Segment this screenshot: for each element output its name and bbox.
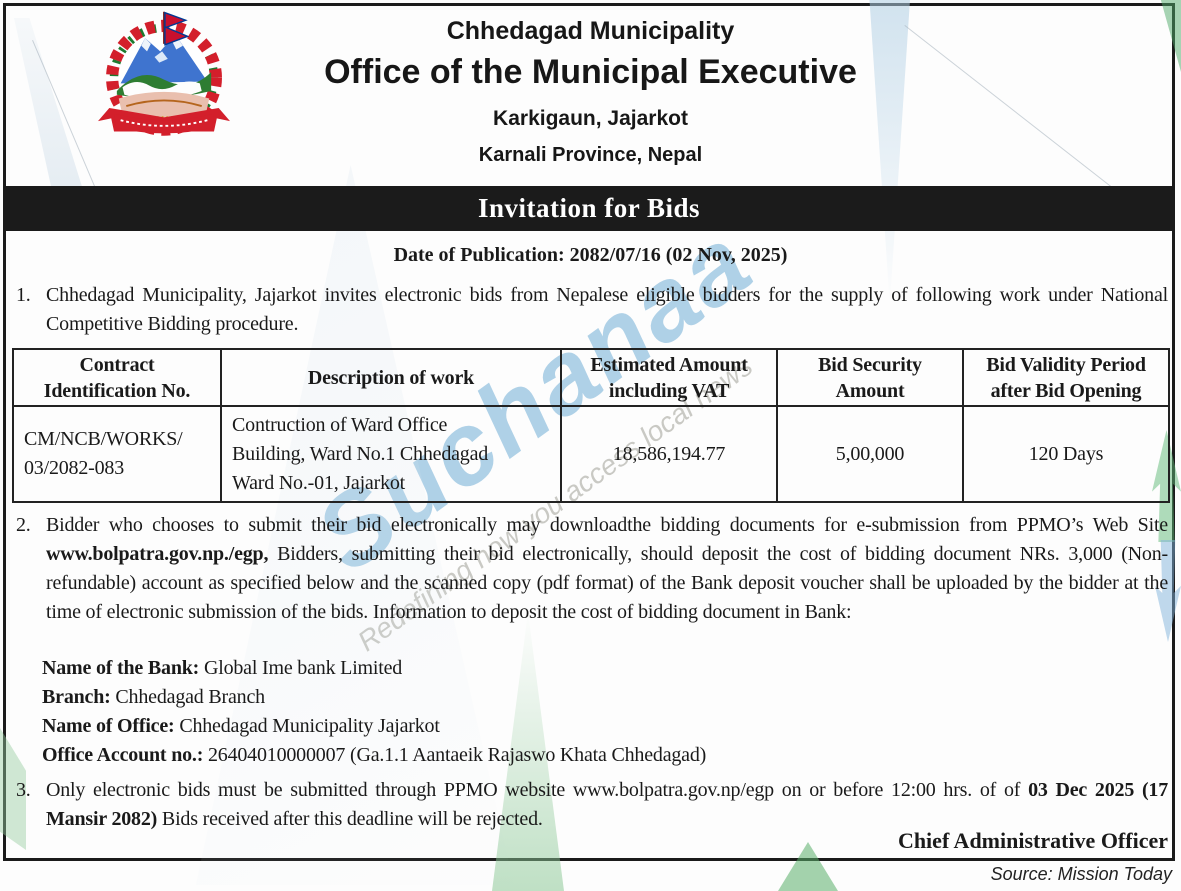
address-line-1: Karkigaun, Jajarkot — [493, 107, 688, 130]
office-name-line: Name of Office: Chhedagad Municipality J… — [42, 712, 1162, 741]
municipal-emblem — [88, 8, 240, 145]
paragraph-2: 2. Bidder who chooses to submit their bi… — [16, 511, 1168, 627]
bank-name-label: Name of the Bank: — [42, 657, 200, 679]
nepal-coat-of-arms-icon — [98, 11, 230, 136]
source-credit: Source: Mission Today — [990, 864, 1172, 884]
cell-contract-id: CM/NCB/WORKS/ 03/2082-083 — [12, 405, 222, 503]
invitation-banner: Invitation for Bids — [6, 186, 1172, 231]
bank-name-line: Name of the Bank: Global Ime bank Limite… — [42, 654, 1162, 683]
branch-label: Branch: — [42, 686, 111, 708]
account-number-line: Office Account no.: 26404010000007 (Ga.1… — [42, 741, 1162, 770]
bank-name-value: Global Ime bank Limited — [203, 657, 403, 679]
paragraph-3-seg3: Bids received after this deadline will b… — [157, 808, 543, 830]
paragraph-3: 3. Only electronic bids must be submitte… — [16, 776, 1168, 834]
bid-table-data-row: CM/NCB/WORKS/ 03/2082-083 Contruction of… — [12, 405, 1170, 503]
municipality-name: Chhedagad Municipality — [446, 17, 735, 45]
bank-details-block: Name of the Bank: Global Ime bank Limite… — [42, 654, 1162, 770]
paragraph-1-number: 1. — [16, 284, 31, 306]
col-header-bid-validity: Bid Validity Period after Bid Opening — [962, 348, 1170, 407]
document-border — [3, 3, 1175, 861]
bid-table-header-row: Contract Identification No. Description … — [12, 348, 1170, 407]
paragraph-2-seg1: Bidder who chooses to submit their bid e… — [46, 514, 1168, 536]
office-name-value: Chhedagad Municipality Jajarkot — [179, 715, 440, 737]
cell-description: Contruction of Ward Office Building, War… — [220, 405, 562, 503]
branch-value: Chhedagad Branch — [115, 686, 265, 708]
bid-deadline: 03 Dec 2025 (17 Mansir 2082) — [46, 779, 1169, 830]
signature-title: Chief Administrative Officer — [897, 828, 1168, 853]
cell-estimated-amount: 18,586,194.77 — [560, 405, 778, 503]
paragraph-2-seg3: Bidders, submitting their bid electronic… — [46, 543, 1168, 623]
cell-bid-validity: 120 Days — [962, 405, 1170, 503]
col-header-contract-id: Contract Identification No. — [12, 348, 222, 407]
paragraph-3-text: Only electronic bids must be submitted t… — [46, 776, 1168, 834]
publication-date: Date of Publication: 2082/07/16 (02 Nov,… — [393, 244, 788, 266]
paragraph-2-text: Bidder who chooses to submit their bid e… — [46, 511, 1168, 627]
col-header-description: Description of work — [220, 348, 562, 407]
cell-bid-security: 5,00,000 — [776, 405, 964, 503]
office-name-label: Name of Office: — [42, 715, 175, 737]
account-number-label: Office Account no.: — [42, 744, 204, 766]
paragraph-2-number: 2. — [16, 514, 31, 536]
paragraph-1: 1. Chhedagad Municipality, Jajarkot invi… — [16, 281, 1168, 339]
office-name: Office of the Municipal Executive — [324, 53, 857, 91]
account-number-value: 26404010000007 (Ga.1.1 Aantaeik Rajaswo … — [207, 744, 707, 766]
col-header-estimated-amount: Estimated Amount including VAT — [560, 348, 778, 407]
col-header-bid-security: Bid Security Amount — [776, 348, 964, 407]
address-line-2: Karnali Province, Nepal — [478, 144, 703, 166]
bid-table: Contract Identification No. Description … — [12, 348, 1170, 503]
ppmo-website-url: www.bolpatra.gov.np./egp, — [46, 543, 269, 565]
paragraph-3-seg1: Only electronic bids must be submitted t… — [46, 779, 1029, 801]
paragraph-3-number: 3. — [16, 779, 31, 801]
invitation-banner-title: Invitation for Bids — [477, 193, 701, 223]
paragraph-1-text: Chhedagad Municipality, Jajarkot invites… — [46, 284, 1168, 335]
branch-line: Branch: Chhedagad Branch — [42, 683, 1162, 712]
